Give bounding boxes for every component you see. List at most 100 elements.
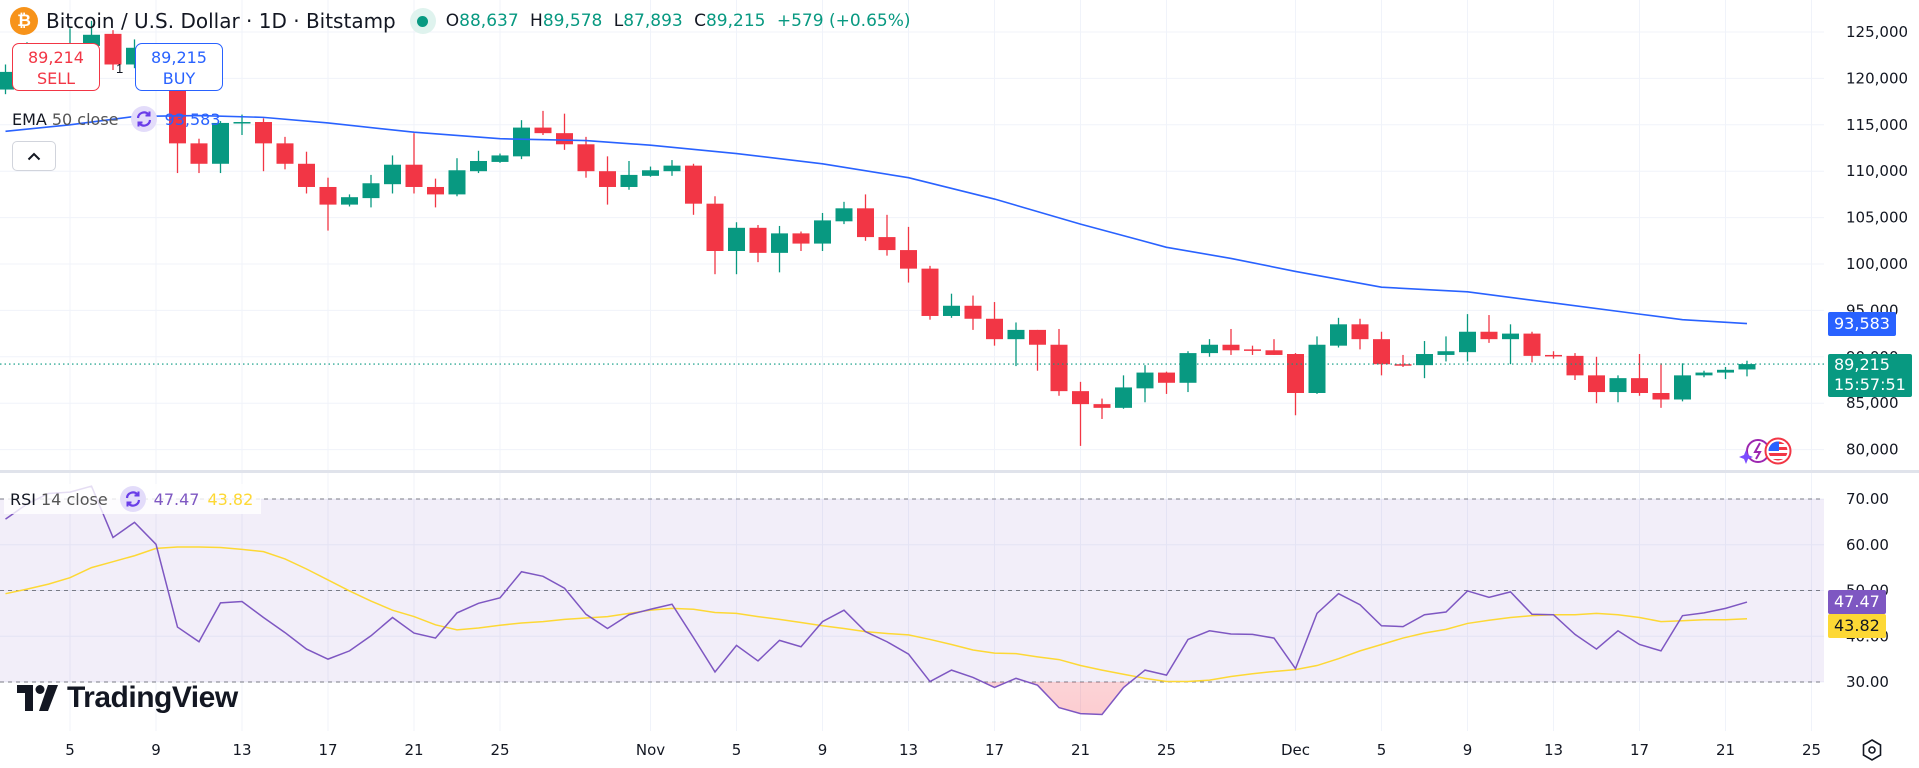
market-open-dot-icon[interactable] — [409, 8, 436, 34]
ai-spark-icon[interactable] — [1739, 439, 1770, 464]
candle — [1093, 398, 1111, 419]
candle-body — [384, 164, 401, 185]
candle-body — [362, 183, 380, 199]
symbol-title[interactable]: Bitcoin / U.S. Dollar · 1D · Bitstamp — [46, 9, 396, 33]
candle — [663, 160, 681, 176]
price-axis-tick-label: 85,000 — [1846, 394, 1899, 412]
refresh-icon[interactable] — [130, 106, 157, 132]
candle — [1287, 353, 1304, 416]
candle-body — [1394, 364, 1412, 366]
candle-body — [212, 122, 229, 164]
candle — [1222, 328, 1240, 355]
candle — [1265, 339, 1283, 355]
candle-body — [190, 143, 208, 164]
rsi-ma-line — [5, 546, 1748, 683]
price-pane — [0, 20, 1824, 446]
candle — [1072, 381, 1089, 446]
x-axis-tick-label: 17 — [1630, 741, 1649, 759]
x-axis-tick-label: 21 — [1716, 741, 1735, 759]
candle — [1308, 336, 1326, 394]
ema-price-badge: 93,583 — [1828, 312, 1896, 336]
candle — [1695, 370, 1713, 378]
candle-body — [921, 268, 939, 316]
axes: 5 9 13 17 21 25 Nov 5 9 13 17 21 25 Dec 5 9 13 17 21 25 125,… — [65, 23, 1908, 759]
rsi-lines — [5, 485, 1748, 716]
candle-body — [706, 203, 724, 252]
us-flag-icon[interactable] — [1764, 437, 1792, 465]
candle-body — [792, 233, 810, 244]
candle — [1738, 360, 1756, 377]
candle — [448, 158, 466, 197]
price-axis-tick-label: 105,000 — [1846, 209, 1908, 227]
symbol-header: ₿ Bitcoin / U.S. Dollar · 1D · Bitstamp … — [10, 6, 916, 36]
last-price-badge: 89,215 15:57:51 — [1828, 354, 1912, 397]
candle-body — [513, 127, 530, 157]
order-quantity[interactable]: 1 — [116, 61, 124, 76]
candle — [212, 121, 229, 174]
candle — [276, 136, 294, 170]
candle-body — [255, 122, 272, 144]
candle — [771, 225, 788, 273]
sell-price: 89,214 — [28, 48, 84, 67]
candle-body — [1717, 369, 1734, 373]
rsi-name: RSI — [10, 489, 36, 509]
refresh-icon[interactable] — [119, 486, 146, 512]
candle — [1502, 324, 1519, 365]
candle — [556, 113, 573, 150]
candle — [1373, 331, 1390, 376]
collapse-legend-button[interactable] — [12, 141, 56, 171]
x-axis-tick-label: 21 — [1071, 741, 1090, 759]
candle — [943, 293, 960, 318]
buy-button[interactable]: 89,215 BUY — [135, 43, 223, 91]
candle-body — [663, 165, 681, 172]
x-axis-tick-label: Nov — [636, 741, 665, 759]
candle-body — [1351, 324, 1369, 340]
candle — [1136, 365, 1154, 403]
tradingview-wordmark: TradingView — [67, 681, 238, 714]
events-badges[interactable] — [1738, 436, 1794, 466]
candle — [1588, 356, 1605, 404]
change-value: +579 (+0.65%) — [776, 11, 911, 31]
candle-body — [728, 227, 745, 252]
candle-body — [83, 34, 100, 46]
candle-body — [470, 160, 487, 172]
tradingview-logo[interactable]: TradingView — [17, 681, 238, 715]
rsi-pane — [0, 498, 1824, 683]
candle-body — [749, 227, 767, 253]
chevron-up-icon — [27, 152, 41, 160]
rsi-value: 47.47 — [153, 489, 200, 509]
candle — [878, 214, 896, 256]
candle — [1545, 351, 1562, 359]
open-label: O — [445, 11, 460, 31]
candle-body — [1695, 372, 1713, 376]
last-price: 89,215 — [1834, 355, 1890, 374]
candle — [900, 226, 917, 283]
candle — [1330, 317, 1347, 348]
ohlc-values: O88,637 H89,578 L87,893 C89,215 +579 (+0… — [446, 11, 917, 31]
sell-label: SELL — [36, 69, 76, 88]
candle — [319, 177, 337, 231]
x-axis-tick-label: 17 — [985, 741, 1004, 759]
x-axis-tick-label: 25 — [1802, 741, 1821, 759]
ema-legend[interactable]: EMA 50 close 93,583 — [12, 104, 221, 134]
rsi-legend[interactable]: RSI 14 close 47.47 43.82 — [4, 484, 262, 514]
tradingview-logo-icon — [17, 685, 58, 711]
settings-button[interactable] — [1860, 738, 1884, 767]
candle — [577, 136, 595, 178]
candle-body — [1244, 349, 1261, 351]
candle-body — [943, 305, 960, 316]
bitcoin-icon: ₿ — [10, 7, 38, 35]
candle — [255, 118, 272, 172]
candle-body — [1631, 378, 1648, 393]
candle — [1459, 314, 1476, 362]
candle-body — [1502, 333, 1519, 340]
candle-body — [405, 164, 423, 187]
sell-button[interactable]: 89,214 SELL — [12, 43, 100, 91]
candle — [1179, 351, 1197, 393]
x-axis-tick-label: 5 — [732, 741, 742, 759]
candle — [921, 265, 939, 320]
x-axis-tick-label: 5 — [65, 741, 75, 759]
rsi-badge: 47.47 — [1828, 590, 1886, 614]
candle-body — [771, 233, 788, 253]
